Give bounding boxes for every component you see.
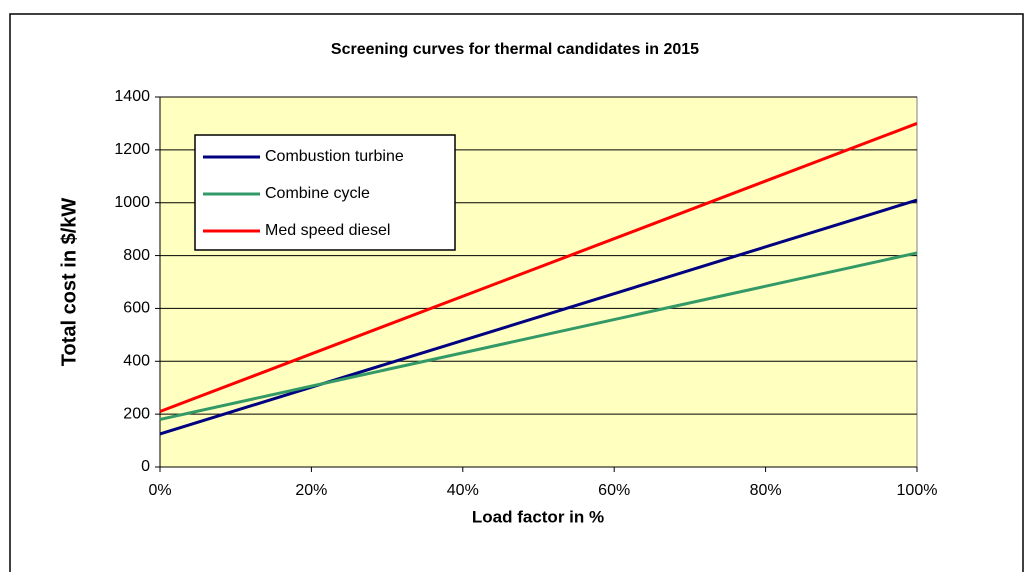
chart-title: Screening curves for thermal candidates … bbox=[331, 41, 699, 58]
y-axis-label: Total cost in $/kW bbox=[58, 198, 80, 367]
x-tick-label: 100% bbox=[897, 482, 938, 499]
y-tick-label: 0 bbox=[141, 458, 150, 475]
y-tick-label: 1200 bbox=[114, 141, 150, 158]
y-tick-label: 1400 bbox=[114, 88, 150, 105]
y-tick-label: 800 bbox=[123, 247, 150, 264]
y-tick-label: 200 bbox=[123, 405, 150, 422]
series-line bbox=[159, 122, 918, 413]
legend-label: Combine cycle bbox=[265, 185, 370, 202]
legend-label: Combustion turbine bbox=[265, 148, 404, 165]
series-line bbox=[159, 251, 918, 421]
y-tick-label: 400 bbox=[123, 353, 150, 370]
y-tick-label: 1000 bbox=[114, 194, 150, 211]
series-line bbox=[159, 198, 918, 436]
legend-label: Med speed diesel bbox=[265, 222, 390, 239]
x-tick-label: 60% bbox=[598, 482, 630, 499]
x-tick-label: 40% bbox=[447, 482, 479, 499]
x-tick-label: 80% bbox=[750, 482, 782, 499]
x-tick-label: 20% bbox=[295, 482, 327, 499]
x-axis-label: Load factor in % bbox=[472, 507, 604, 526]
x-tick-label: 0% bbox=[148, 482, 171, 499]
y-tick-label: 600 bbox=[123, 300, 150, 317]
